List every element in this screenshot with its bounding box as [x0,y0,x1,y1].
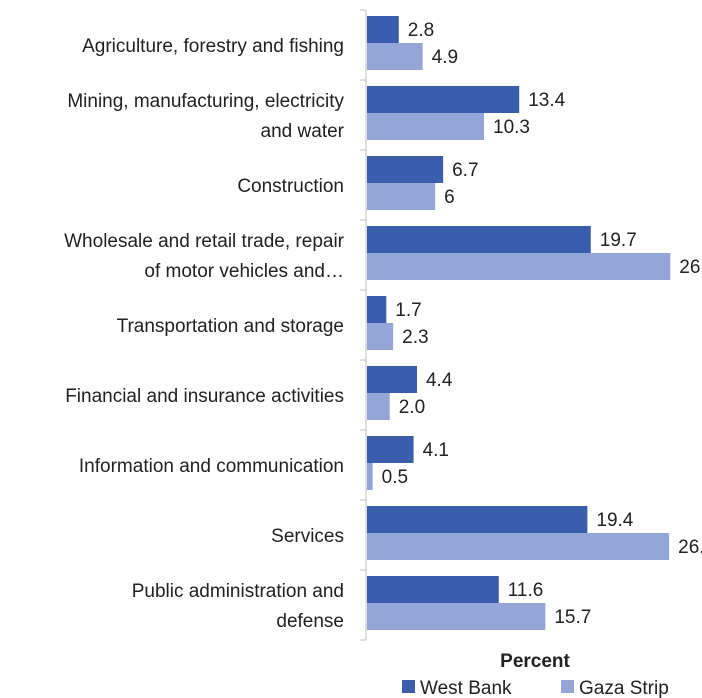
data-label: 2.8 [408,20,434,41]
bar-west-bank [367,436,414,463]
category-labels: Agriculture, forestry and fishing Mining,… [64,36,345,632]
data-labels: 2.8 4.9 13.4 10.3 6.7 6 19.7 26.7 1.7 2.3 4.42.0 4.… [382,20,702,628]
data-label: 4.9 [432,47,458,68]
x-axis-title: Percent [500,651,570,672]
legend-item: Gaza Strip [561,678,669,698]
bars [367,16,671,630]
data-label: 0.5 [382,467,408,488]
bar-west-bank [367,576,499,603]
data-label: 2.0 [399,397,425,418]
bar-gaza-strip [367,533,670,560]
bar-west-bank [367,366,417,393]
bar-west-bank [367,506,588,533]
data-label: 15.7 [554,607,591,628]
data-label: 19.7 [600,230,637,251]
data-label: 4.1 [423,440,449,461]
bar-gaza-strip [367,463,373,490]
category-label: Services [271,526,344,547]
bar-west-bank [367,156,444,183]
bar-gaza-strip [367,393,390,420]
legend-label: Gaza Strip [579,678,669,698]
data-label: 2.3 [402,327,428,348]
legend: West Bank Gaza Strip [402,678,669,698]
legend-swatch [561,680,574,693]
data-label: 6 [444,187,455,208]
legend-item: West Bank [402,678,512,698]
bar-west-bank [367,86,520,113]
bar-west-bank [367,296,387,323]
category-axis [360,9,367,641]
data-label: 11.6 [508,580,544,601]
bar-west-bank [367,226,591,253]
legend-swatch [402,680,415,693]
data-label: 1.7 [395,300,421,321]
category-label: Public administration and defense [132,581,344,632]
category-label: Financial and insurance activities [65,386,344,407]
bar-gaza-strip [367,43,423,70]
data-label: 13.4 [528,90,565,111]
category-label: Wholesale and retail trade, repair of mot… [64,231,345,282]
category-label: Transportation and storage [117,316,344,337]
category-label: Construction [237,176,344,197]
category-label: Agriculture, forestry and fishing [82,36,344,57]
bar-west-bank [367,16,399,43]
data-label: 6.7 [452,160,478,181]
category-label: Mining, manufacturing, electricity and wa… [67,91,344,142]
bar-gaza-strip [367,183,436,210]
data-label: 26.6 [678,537,702,558]
legend-label: West Bank [420,678,512,698]
data-label: 26.7 [679,257,702,278]
bar-gaza-strip [367,113,485,140]
bar-gaza-strip [367,253,671,280]
category-label: Information and communication [79,456,344,477]
data-label: 19.4 [596,510,633,531]
data-label: 4.4 [426,370,453,391]
bar-gaza-strip [367,323,394,350]
bar-gaza-strip [367,603,546,630]
data-label: 10.3 [493,117,530,138]
